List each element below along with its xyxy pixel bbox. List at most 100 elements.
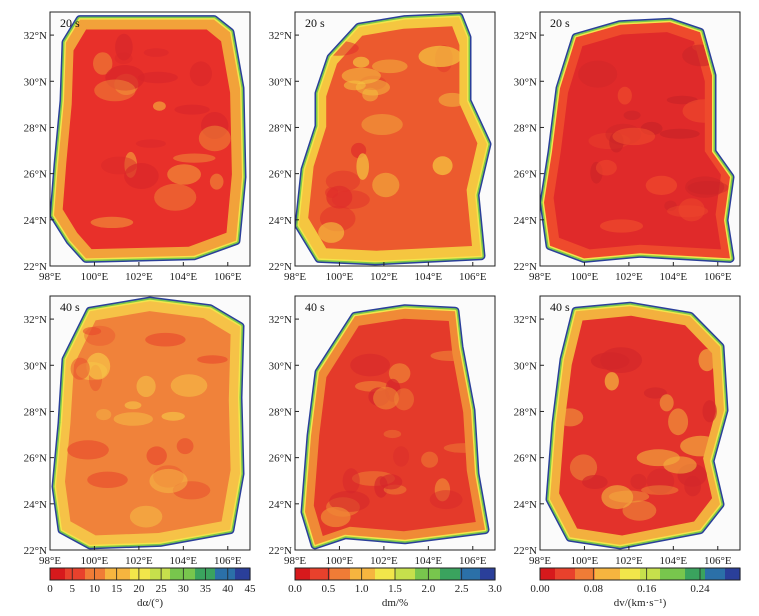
colorbar-segment <box>90 568 96 580</box>
colorbar-segment <box>420 568 426 580</box>
y-tick-label: 30°N <box>269 360 292 372</box>
period-label: 40 s <box>60 300 80 314</box>
field-patch <box>429 490 463 510</box>
colorbar-tick-label: 1.0 <box>355 583 369 595</box>
field-v40 <box>550 306 724 545</box>
colorbar-segment <box>630 568 636 580</box>
field-patch <box>622 500 657 521</box>
field-patch <box>595 159 617 176</box>
colorbar-segment <box>450 568 456 580</box>
field-patch <box>372 59 408 74</box>
colorbar-segment <box>590 568 596 580</box>
y-tick-label: 32°N <box>514 314 537 326</box>
x-tick-label: 100°E <box>571 271 599 283</box>
field-patch <box>383 429 402 439</box>
x-tick-label: 104°E <box>660 271 688 283</box>
field-patch <box>198 125 231 152</box>
colorbar-tick-label: 2.0 <box>421 583 435 595</box>
colorbar-segment <box>615 568 621 580</box>
colorbar-segment <box>625 568 631 580</box>
field-patch <box>341 67 381 85</box>
colorbar-segment <box>465 568 471 580</box>
x-tick-label: 100°E <box>81 555 109 567</box>
field-patch <box>209 173 224 190</box>
colorbar-tick-label: 40 <box>222 583 234 595</box>
colorbar-segment <box>150 568 156 580</box>
colorbar-tick-label: 15 <box>111 583 123 595</box>
colorbar-segment <box>355 568 361 580</box>
y-tick-label: 24°N <box>514 215 537 227</box>
field-patch <box>146 446 167 466</box>
colorbar-segment <box>710 568 716 580</box>
colorbar-segment <box>575 568 581 580</box>
colorbar-segment <box>240 568 246 580</box>
field-patch <box>114 52 133 65</box>
x-tick-label: 102°E <box>370 271 398 283</box>
field-patch <box>82 327 102 336</box>
colorbar-segment <box>345 568 351 580</box>
field-patch <box>659 394 674 412</box>
field-patch <box>388 363 411 384</box>
field-patch <box>325 187 339 199</box>
colorbar-segment <box>65 568 71 580</box>
field-patch <box>601 485 634 510</box>
field-patch <box>569 454 598 481</box>
field-patch <box>105 65 145 91</box>
colorbar-segment <box>375 568 381 580</box>
colorbar-segment <box>735 568 741 580</box>
field-patch <box>129 505 163 528</box>
y-tick-label: 26°N <box>24 169 47 181</box>
field-patch <box>161 411 185 421</box>
colorbar-segment <box>720 568 726 580</box>
field-patch <box>362 87 379 102</box>
colorbar-segment <box>320 568 326 580</box>
colorbar-segment <box>490 568 496 580</box>
colorbar-segment <box>105 568 111 580</box>
colorbar-segment <box>670 568 676 580</box>
y-tick-label: 28°N <box>514 122 537 134</box>
colorbar-segment <box>210 568 216 580</box>
field-patch <box>143 48 169 57</box>
field-patch <box>646 468 675 495</box>
colorbar-segment <box>325 568 331 580</box>
field-a40 <box>56 301 240 545</box>
field-patch <box>678 198 705 222</box>
field-patch <box>557 408 584 427</box>
y-tick-label: 28°N <box>269 406 292 418</box>
colorbar-segment <box>220 568 226 580</box>
field-patch <box>630 473 647 490</box>
colorbar-segment <box>605 568 611 580</box>
colorbar-segment <box>165 568 171 580</box>
colorbar-segment <box>455 568 461 580</box>
y-tick-label: 30°N <box>514 76 537 88</box>
colorbar-cb-v: 0.00 0.08 0.16 0.24 dv/(km·s⁻¹) <box>530 567 741 609</box>
x-tick-label: 98°E <box>529 271 551 283</box>
period-label: 40 s <box>305 300 325 314</box>
colorbar-tick-label: 2.5 <box>455 583 469 595</box>
colorbar-segment <box>310 568 316 580</box>
colorbar-segment <box>300 568 306 580</box>
field-patch <box>154 183 197 211</box>
field-patch <box>113 412 153 426</box>
field-patch <box>590 352 630 370</box>
colorbar-segment <box>350 568 356 580</box>
colorbar-segment <box>340 568 346 580</box>
colorbar-segment <box>95 568 101 580</box>
colorbar-segment <box>685 568 691 580</box>
colorbar-segment <box>145 568 151 580</box>
x-tick-label: 98°E <box>284 271 306 283</box>
field-patch <box>432 156 453 176</box>
y-tick-label: 32°N <box>24 314 47 326</box>
field-patch <box>124 163 159 189</box>
field-v20 <box>544 22 730 259</box>
field-patch <box>438 92 466 107</box>
colorbar-tick-label: 0.5 <box>321 583 335 595</box>
field-patch <box>170 374 208 397</box>
colorbar-segment <box>190 568 196 580</box>
y-tick-label: 22°N <box>269 545 292 557</box>
colorbar-segment <box>120 568 126 580</box>
plot-frame <box>539 295 741 551</box>
field-patch <box>96 409 112 421</box>
colorbar-tick-label: 3.0 <box>488 583 502 595</box>
colorbar-segment <box>85 568 91 580</box>
